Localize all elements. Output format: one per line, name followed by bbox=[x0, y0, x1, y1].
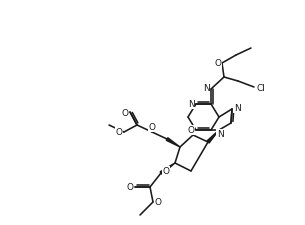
Text: N: N bbox=[217, 130, 223, 139]
Polygon shape bbox=[160, 163, 175, 174]
Text: Cl: Cl bbox=[257, 84, 265, 93]
Text: O: O bbox=[116, 128, 123, 137]
Text: O: O bbox=[214, 59, 221, 68]
Text: N: N bbox=[234, 104, 240, 113]
Text: N: N bbox=[203, 84, 209, 93]
Text: N: N bbox=[188, 100, 194, 109]
Text: O: O bbox=[127, 183, 134, 192]
Text: N: N bbox=[188, 126, 194, 135]
Text: O: O bbox=[121, 109, 128, 118]
Text: O: O bbox=[155, 198, 162, 207]
Text: O: O bbox=[163, 167, 170, 176]
Text: O: O bbox=[188, 126, 195, 135]
Polygon shape bbox=[166, 138, 180, 147]
Text: O: O bbox=[149, 123, 156, 132]
Polygon shape bbox=[207, 130, 219, 143]
